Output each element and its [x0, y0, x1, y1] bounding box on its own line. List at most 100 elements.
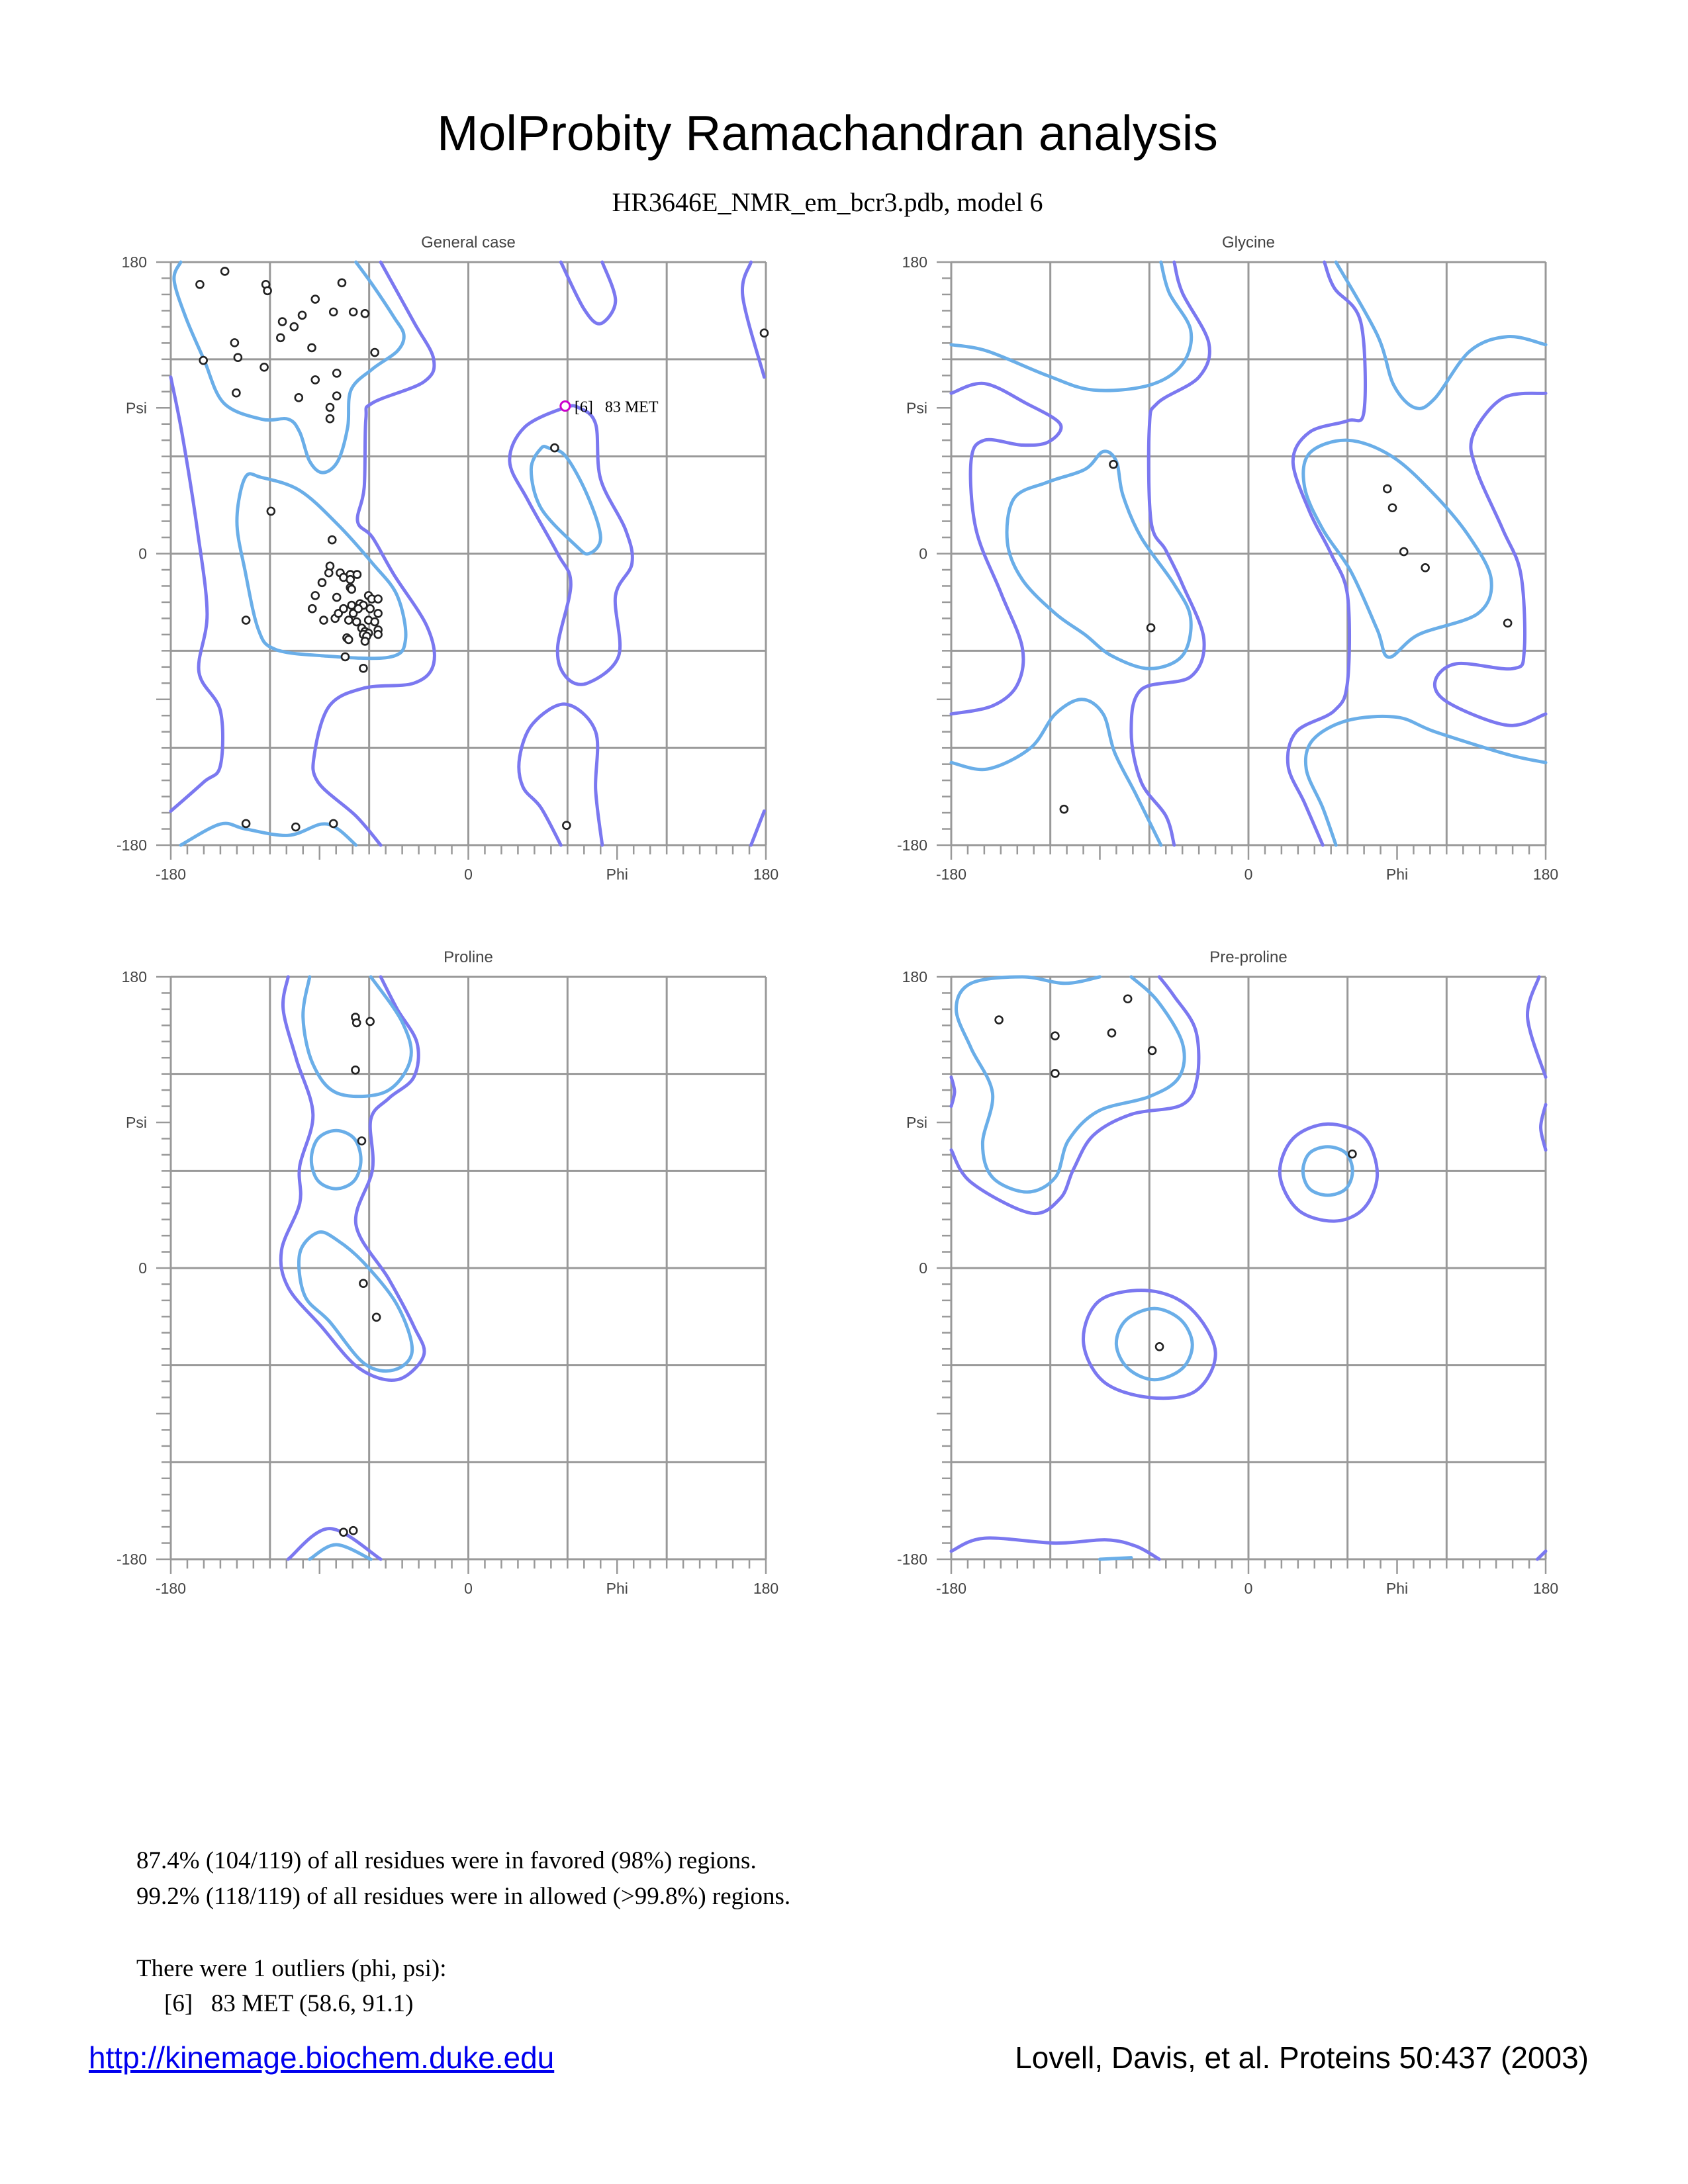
- residue-point: [310, 375, 320, 385]
- residue-point: [1387, 503, 1397, 513]
- x-tick-label: -180: [156, 866, 186, 883]
- allowed-contour: [949, 381, 1063, 716]
- residue-point: [307, 343, 316, 353]
- residue-point: [348, 307, 358, 317]
- favored-contour: [949, 260, 1194, 392]
- residue-point: [332, 369, 342, 378]
- residue-point: [337, 278, 347, 288]
- ramachandran-plots: General case -180 0 Phi 180 180 Psi 0 -180 [6] 83…: [117, 234, 1558, 1597]
- x-tick-label: Phi: [1386, 1580, 1408, 1597]
- residue-point: [348, 1525, 358, 1535]
- allowed-contour: [1129, 260, 1211, 847]
- plot-pre-proline: Pre-proline -180 0 Phi 180 180 Psi 0 -180: [897, 948, 1558, 1597]
- residue-point: [347, 584, 356, 594]
- y-tick-label: Psi: [126, 1114, 147, 1131]
- residue-point: [373, 594, 383, 604]
- residue-point: [370, 617, 379, 627]
- residue-point: [291, 822, 301, 832]
- residue-point: [365, 604, 375, 614]
- y-tick-label: -180: [897, 837, 927, 854]
- allowed-contour: [286, 1527, 383, 1561]
- favored-contour: [955, 975, 1186, 1194]
- residue-point: [1146, 623, 1156, 633]
- x-tick-label: Phi: [606, 866, 628, 883]
- x-tick-label: 180: [1533, 866, 1558, 883]
- allowed-contour: [517, 702, 604, 847]
- allowed-contour: [949, 975, 1201, 1216]
- allowed-contour: [1278, 1122, 1380, 1223]
- residue-point: [1154, 1342, 1164, 1351]
- x-tick-label: -180: [936, 866, 966, 883]
- y-tick-label: Psi: [126, 399, 147, 416]
- favored-contour: [1301, 438, 1493, 659]
- residue-point: [199, 355, 208, 365]
- residue-point: [233, 353, 243, 362]
- residue-point: [195, 279, 205, 289]
- y-tick-label: 0: [919, 1259, 927, 1277]
- plot-title: Proline: [444, 948, 493, 966]
- residue-point: [360, 309, 370, 318]
- x-tick-label: -180: [936, 1580, 966, 1597]
- plot-proline: Proline -180 0 Phi 180 180 Psi 0 -180: [117, 948, 778, 1597]
- residue-point: [310, 591, 320, 600]
- favored-contour: [1301, 1145, 1354, 1197]
- residue-point: [351, 1066, 360, 1075]
- x-tick-label: 0: [1244, 1580, 1253, 1597]
- y-tick-label: -180: [117, 1551, 147, 1568]
- favored-contour: [1098, 1556, 1133, 1561]
- residue-point: [347, 600, 356, 610]
- residue-point: [352, 1018, 361, 1028]
- residue-point: [352, 570, 362, 579]
- allowed-contour: [949, 1075, 957, 1109]
- favored-contour: [297, 1230, 414, 1373]
- residue-point: [328, 819, 338, 829]
- residue-point: [357, 1136, 367, 1146]
- residue-point: [325, 414, 335, 424]
- citation: Lovell, Davis, et al. Proteins 50:437 (2…: [1015, 2040, 1589, 2075]
- residue-point: [365, 1017, 375, 1026]
- residue-point: [1109, 459, 1118, 469]
- favored-contour: [1303, 714, 1548, 847]
- plot-title: Glycine: [1222, 234, 1275, 251]
- residue-point: [370, 347, 379, 357]
- allowed-contour: [279, 975, 426, 1382]
- favored-contour: [309, 1128, 363, 1191]
- residue-point: [277, 317, 287, 326]
- y-tick-label: 180: [122, 253, 147, 271]
- plot-title: General case: [421, 234, 516, 251]
- allowed-contour: [1536, 1549, 1548, 1561]
- x-tick-label: 180: [1533, 1580, 1558, 1597]
- favored-contour: [1005, 449, 1193, 670]
- allowed-contour: [1082, 1289, 1217, 1400]
- allowed-contour: [559, 260, 618, 326]
- plot-general-case: General case -180 0 Phi 180 180 Psi 0 -180 [6] 83…: [117, 234, 778, 883]
- outlier-point: [559, 400, 571, 412]
- residue-point: [332, 391, 342, 400]
- residue-point: [339, 1527, 348, 1537]
- residue-point: [317, 578, 327, 588]
- residue-point: [328, 307, 338, 317]
- x-tick-label: Phi: [606, 1580, 628, 1597]
- residue-point: [276, 333, 285, 343]
- residue-point: [289, 322, 299, 332]
- x-tick-label: 0: [464, 866, 473, 883]
- residue-point: [310, 295, 320, 304]
- favored-contour: [179, 821, 358, 847]
- residue-point: [1051, 1069, 1060, 1078]
- residue-point: [319, 615, 328, 625]
- residue-point: [325, 402, 335, 412]
- y-tick-label: 0: [138, 545, 147, 563]
- favored-stat: 87.4% (104/119) of all residues were in …: [136, 1847, 757, 1874]
- allowed-contour: [508, 404, 634, 686]
- allowed-stat: 99.2% (118/119) of all residues were in …: [136, 1883, 791, 1910]
- residue-point: [759, 328, 769, 338]
- kinemage-link[interactable]: http://kinemage.biochem.duke.edu: [89, 2040, 555, 2075]
- x-tick-label: -180: [156, 1580, 186, 1597]
- allowed-contour: [740, 260, 766, 379]
- outliers-heading: There were 1 outliers (phi, psi):: [136, 1955, 447, 1982]
- favored-contour: [235, 472, 408, 660]
- residue-point: [1503, 618, 1513, 628]
- outlier-label: [6] 83 MET: [575, 399, 659, 416]
- residue-point: [1123, 994, 1133, 1004]
- residue-point: [232, 388, 241, 398]
